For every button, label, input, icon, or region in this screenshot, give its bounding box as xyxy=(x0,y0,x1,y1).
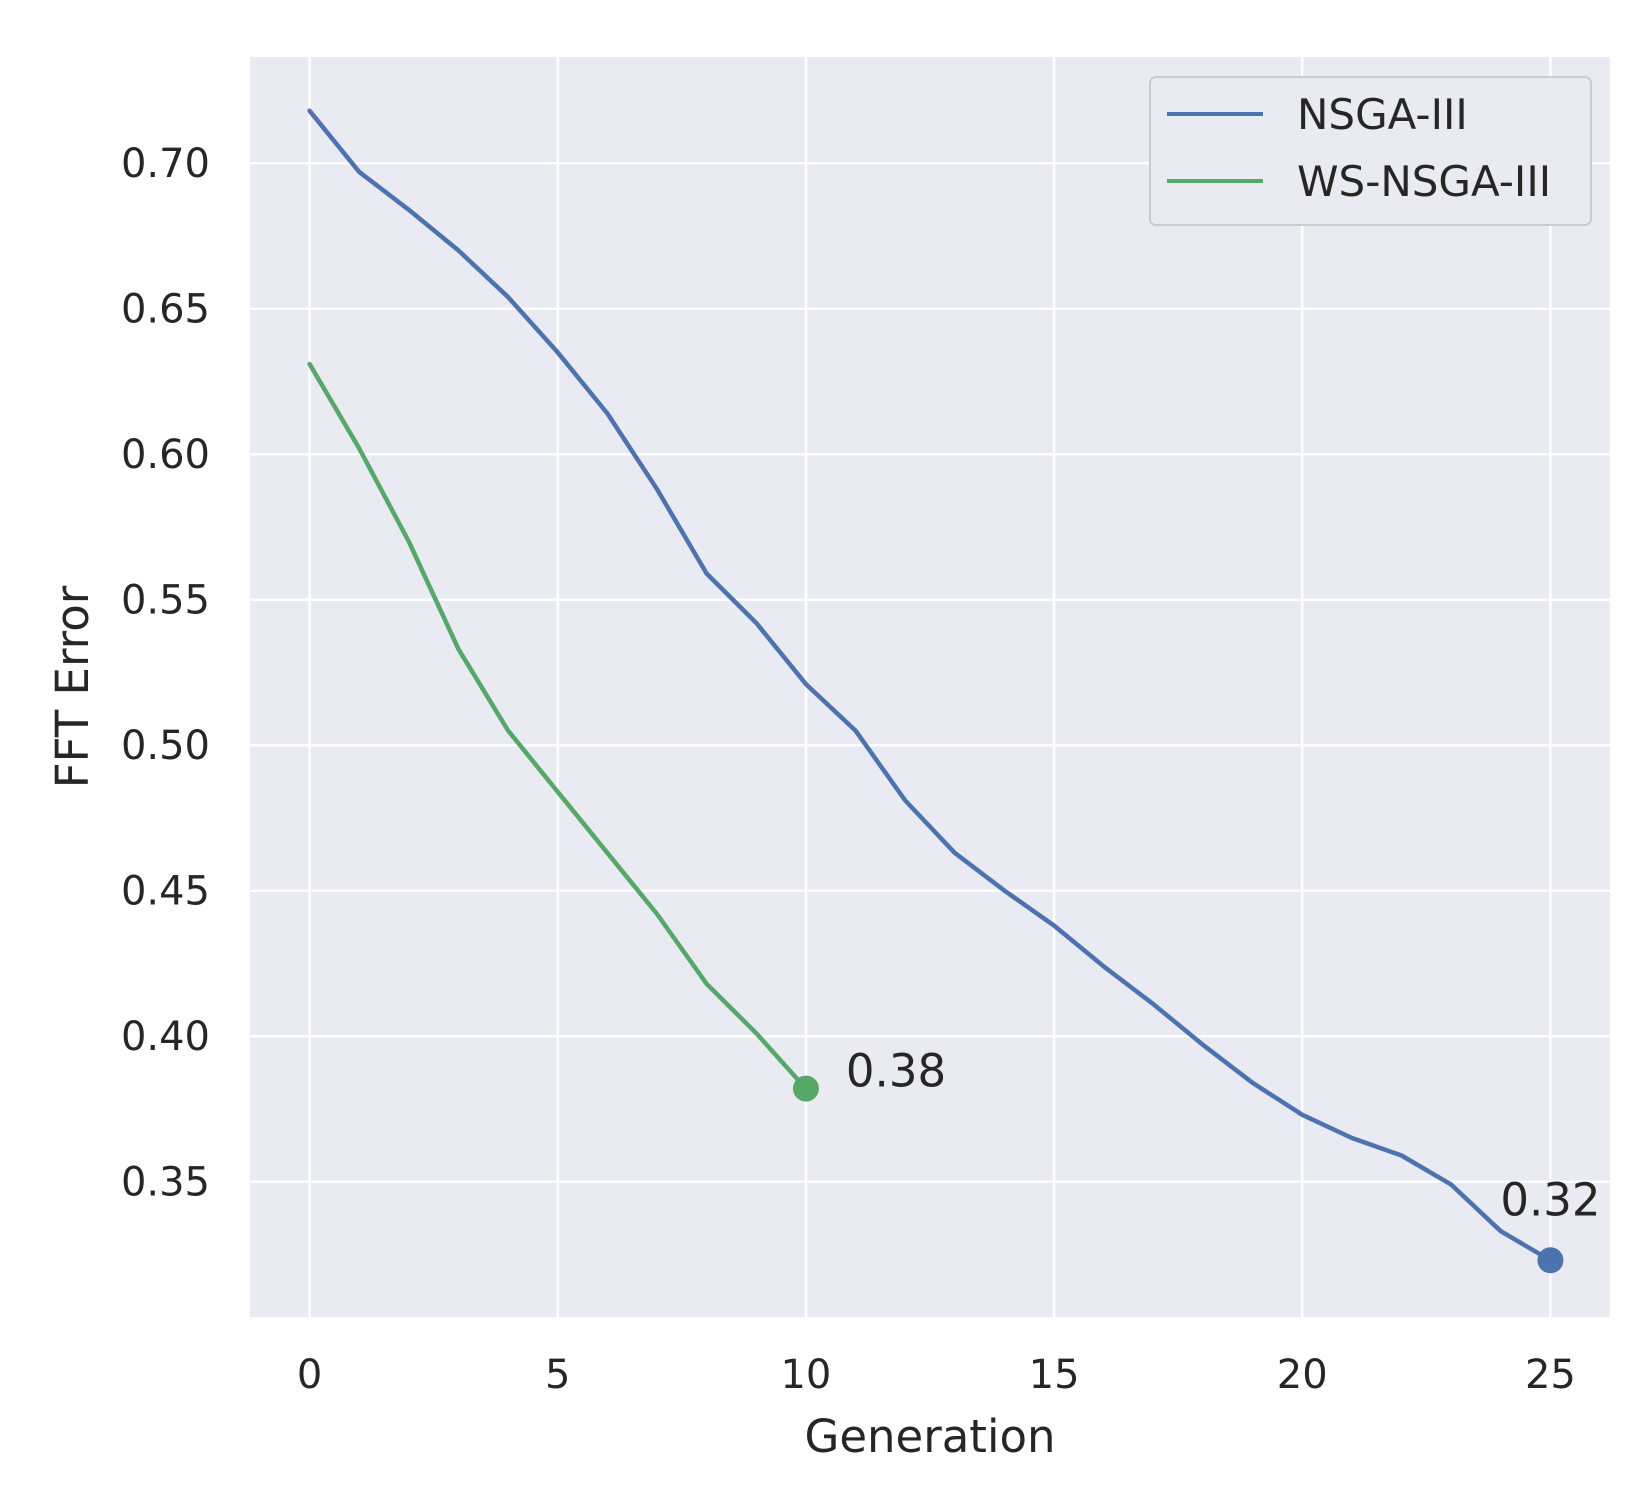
x-axis-label: Generation xyxy=(804,1410,1055,1463)
x-tick-label: 15 xyxy=(1029,1352,1080,1398)
y-tick-label: 0.50 xyxy=(121,723,210,769)
y-tick-label: 0.45 xyxy=(121,869,210,915)
x-tick-label: 0 xyxy=(297,1352,322,1398)
y-tick-label: 0.60 xyxy=(121,432,210,478)
end-value-label-1: 0.38 xyxy=(846,1045,946,1098)
series-group: 0.32 0.38 xyxy=(307,108,1601,1274)
x-tick-label: 25 xyxy=(1525,1352,1576,1398)
end-marker-0 xyxy=(1537,1247,1564,1274)
y-axis-label: FFT Error xyxy=(46,585,99,788)
series-line-1 xyxy=(307,361,809,1091)
x-tick-label: 20 xyxy=(1277,1352,1328,1398)
y-tick-label: 0.35 xyxy=(121,1160,210,1206)
x-tick-label: 5 xyxy=(545,1352,570,1398)
y-tick-labels: 0.35 0.40 0.45 0.50 0.55 0.60 0.65 0.70 xyxy=(121,141,210,1205)
y-tick-label: 0.40 xyxy=(121,1014,210,1060)
y-tick-label: 0.70 xyxy=(121,141,210,187)
legend: NSGA-III WS-NSGA-III xyxy=(1149,76,1592,226)
legend-label-nsga-iii: NSGA-III xyxy=(1297,90,1468,139)
end-marker-1 xyxy=(792,1075,819,1102)
x-tick-label: 10 xyxy=(780,1352,831,1398)
legend-label-ws-nsga-iii: WS-NSGA-III xyxy=(1297,157,1551,206)
x-tick-labels: 0 5 10 15 20 25 xyxy=(297,1352,1576,1398)
series-line-0 xyxy=(307,108,1553,1263)
y-tick-label: 0.55 xyxy=(121,578,210,624)
y-tick-label: 0.65 xyxy=(121,287,210,333)
end-value-label-0: 0.32 xyxy=(1500,1173,1600,1226)
